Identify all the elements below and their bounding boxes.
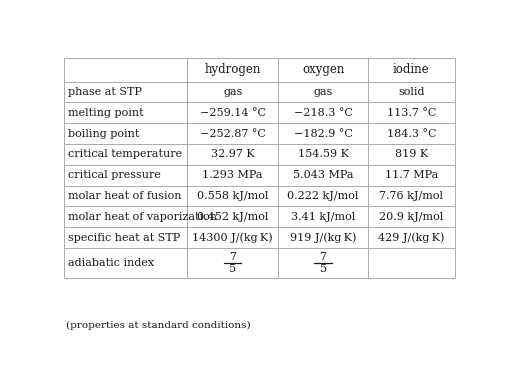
- Text: molar heat of fusion: molar heat of fusion: [68, 191, 182, 201]
- Text: −259.14 °C: −259.14 °C: [200, 108, 266, 118]
- Text: 7: 7: [229, 252, 236, 262]
- Text: solid: solid: [398, 87, 424, 97]
- Text: 1.293 MPa: 1.293 MPa: [202, 170, 263, 180]
- Text: −252.87 °C: −252.87 °C: [200, 129, 266, 139]
- Text: molar heat of vaporization: molar heat of vaporization: [68, 212, 217, 222]
- Text: iodine: iodine: [393, 63, 429, 76]
- Text: adiabatic index: adiabatic index: [68, 258, 154, 268]
- Text: 7.76 kJ/mol: 7.76 kJ/mol: [379, 191, 443, 201]
- Text: 154.59 K: 154.59 K: [298, 149, 349, 159]
- Text: 11.7 MPa: 11.7 MPa: [385, 170, 438, 180]
- Text: 919 J/(kg K): 919 J/(kg K): [290, 232, 356, 243]
- Text: gas: gas: [313, 87, 333, 97]
- Text: 0.452 kJ/mol: 0.452 kJ/mol: [197, 212, 268, 222]
- Text: 32.97 K: 32.97 K: [211, 149, 255, 159]
- Text: oxygen: oxygen: [302, 63, 344, 76]
- Text: 14300 J/(kg K): 14300 J/(kg K): [193, 232, 273, 243]
- Text: critical pressure: critical pressure: [68, 170, 161, 180]
- Text: 3.41 kJ/mol: 3.41 kJ/mol: [291, 212, 355, 222]
- Text: 20.9 kJ/mol: 20.9 kJ/mol: [379, 212, 444, 222]
- Text: melting point: melting point: [68, 108, 143, 118]
- Text: −218.3 °C: −218.3 °C: [294, 108, 352, 118]
- Text: 819 K: 819 K: [394, 149, 428, 159]
- Text: 113.7 °C: 113.7 °C: [387, 108, 436, 118]
- Text: 184.3 °C: 184.3 °C: [386, 129, 436, 139]
- Text: (properties at standard conditions): (properties at standard conditions): [66, 321, 251, 330]
- Text: 5: 5: [319, 264, 327, 274]
- Text: hydrogen: hydrogen: [204, 63, 261, 76]
- Text: −182.9 °C: −182.9 °C: [294, 129, 352, 139]
- Text: 5: 5: [229, 264, 236, 274]
- Text: 5.043 MPa: 5.043 MPa: [293, 170, 353, 180]
- Text: 0.222 kJ/mol: 0.222 kJ/mol: [287, 191, 359, 201]
- Text: 7: 7: [319, 252, 327, 262]
- Text: phase at STP: phase at STP: [68, 87, 142, 97]
- Text: gas: gas: [223, 87, 242, 97]
- Text: specific heat at STP: specific heat at STP: [68, 232, 180, 243]
- Text: 429 J/(kg K): 429 J/(kg K): [378, 232, 445, 243]
- Text: critical temperature: critical temperature: [68, 149, 182, 159]
- Text: boiling point: boiling point: [68, 129, 139, 139]
- Text: 0.558 kJ/mol: 0.558 kJ/mol: [197, 191, 268, 201]
